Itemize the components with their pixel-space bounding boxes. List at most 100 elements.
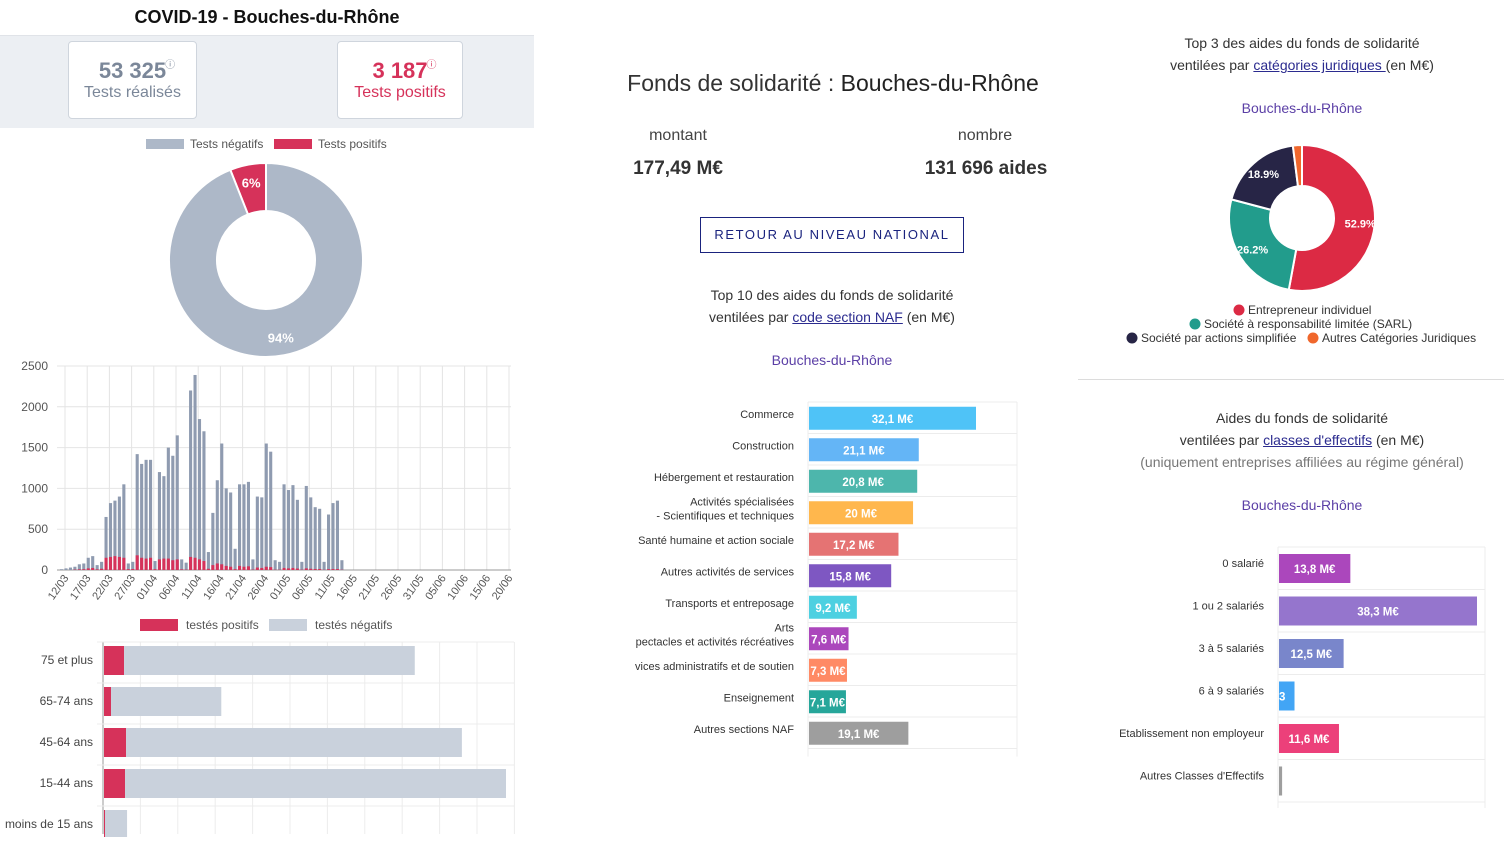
bar-negative	[304, 485, 308, 570]
bar-negative	[193, 374, 197, 570]
return-national-button[interactable]: RETOUR AU NIVEAU NATIONAL	[700, 217, 964, 253]
category-label: moins de 15 ans	[5, 817, 93, 831]
bar-positive	[189, 556, 193, 570]
donut-slice	[168, 161, 364, 358]
x-tick-label: 06/04	[157, 573, 183, 602]
bar-positive	[131, 569, 135, 570]
categories-juridiques-link[interactable]: catégories juridiques	[1253, 57, 1386, 73]
effectif-bar	[1279, 724, 1339, 753]
bar-positive	[171, 560, 175, 570]
bar-negative	[206, 552, 210, 570]
bar-positive	[335, 569, 339, 570]
classes-effectifs-link[interactable]: classes d'effectifs	[1263, 432, 1373, 448]
x-tick-label: 21/04	[223, 573, 249, 602]
kpi-positive-card: 3 187 ⓘ Tests positifs	[337, 41, 463, 119]
bar-positive	[104, 810, 106, 837]
dept-label-juridique: Bouches-du-Rhône	[1241, 100, 1363, 116]
bar-negative	[86, 557, 90, 570]
eff-line2-post: (en M€)	[1372, 432, 1425, 448]
category-label: 1 ou 2 salariés	[1192, 601, 1264, 613]
legend-swatch	[274, 139, 312, 149]
category-label: Arts	[774, 622, 794, 634]
bar-value-label: 7,1 M€	[810, 697, 846, 709]
bar-value-label: 7,3 M€	[810, 666, 846, 678]
bar-negative	[77, 564, 81, 570]
legend-dot	[1307, 332, 1319, 344]
legend-dot	[1189, 318, 1201, 330]
juridique-donut-chart: 52.9%26.2%18.9%Entrepreneur individuelSo…	[1126, 143, 1476, 345]
category-label: Autres activités de services	[661, 566, 795, 578]
bar-value-label: 15,8 M€	[829, 571, 871, 583]
bar-positive	[117, 556, 121, 570]
naf-bar	[809, 595, 857, 619]
category-label: - Scientifiques et techniques	[656, 510, 794, 522]
info-icon[interactable]: ⓘ	[165, 60, 176, 71]
info-icon[interactable]: ⓘ	[426, 60, 437, 71]
slice-label: 6%	[242, 175, 261, 190]
bar-negative	[309, 497, 313, 570]
bar-negative	[126, 728, 462, 757]
bar-positive	[175, 559, 179, 570]
bar-positive	[206, 568, 210, 570]
bar-negative	[184, 562, 188, 570]
bar-positive	[104, 646, 125, 675]
bar-negative	[286, 490, 291, 570]
nombre-value: 131 696 aides	[924, 158, 1048, 179]
bar-positive	[193, 557, 197, 570]
bar-value-label: 21,1 M€	[843, 445, 885, 457]
naf-bar	[809, 658, 847, 682]
naf-code-link[interactable]: code section NAF	[792, 309, 903, 325]
bar-negative	[224, 488, 228, 570]
effectif-bar	[1279, 596, 1477, 626]
bar-negative	[108, 503, 113, 570]
daily-tests-chart: 0 500 1000 1500 2000 2500 12/0317/0322/0327/03…	[21, 359, 515, 602]
legend-dot	[1233, 304, 1245, 316]
bar-negative	[125, 769, 506, 798]
naf-bar	[809, 532, 899, 556]
bar-negative	[64, 568, 68, 570]
bar-positive	[140, 557, 144, 570]
category-label: Santé humaine et action sociale	[638, 535, 794, 547]
legend-label: Société à responsabilité limitée (SARL)	[1204, 317, 1412, 331]
eff-line1: Aides du fonds de solidarité	[1216, 410, 1388, 426]
slice-label: 26.2%	[1237, 244, 1268, 256]
bar-value-label: 38,3 M€	[1357, 607, 1399, 619]
naf-bar	[809, 406, 976, 430]
x-tick-label: 22/03	[90, 573, 116, 602]
x-tick-label: 01/05	[268, 573, 294, 602]
category-label: Autres Classes d'Effectifs	[1140, 771, 1265, 783]
legend-swatch	[140, 619, 178, 631]
naf-bar	[809, 469, 918, 493]
bar-negative	[202, 431, 206, 570]
y-tick-label: 500	[28, 522, 48, 536]
y-tick-label: 0	[41, 563, 48, 577]
legend-label: Tests positifs	[318, 137, 387, 151]
bar-negative	[322, 561, 326, 570]
legend-label: testés négatifs	[315, 618, 392, 632]
category-label: Commerce	[740, 409, 794, 421]
bar-negative	[105, 810, 128, 837]
effectif-bar	[1279, 766, 1283, 796]
bar-value-label: 12,5 M€	[1291, 649, 1333, 661]
bar-negative	[197, 419, 202, 570]
bar-negative	[162, 476, 166, 570]
bar-positive	[77, 569, 81, 570]
bar-negative	[117, 496, 121, 570]
x-tick-label: 01/04	[135, 573, 161, 602]
bar-negative	[153, 561, 157, 570]
montant-label: montant	[649, 127, 707, 144]
bar-negative	[166, 447, 170, 570]
bar-negative	[215, 480, 219, 570]
slice-label: 52.9%	[1345, 218, 1376, 230]
bar-positive	[144, 558, 148, 570]
bar-negative	[171, 455, 175, 570]
section-divider	[1078, 379, 1504, 380]
naf-bar	[809, 501, 914, 525]
category-label: 6 à 9 salariés	[1199, 686, 1265, 698]
fonds-title: Fonds de solidarité : Bouches-du-Rhône	[600, 70, 1066, 97]
category-label: Hébergement et restauration	[654, 472, 794, 484]
bar-positive	[113, 556, 117, 570]
bar-negative	[149, 459, 153, 570]
bar-negative	[273, 560, 277, 570]
bar-positive	[304, 568, 308, 570]
